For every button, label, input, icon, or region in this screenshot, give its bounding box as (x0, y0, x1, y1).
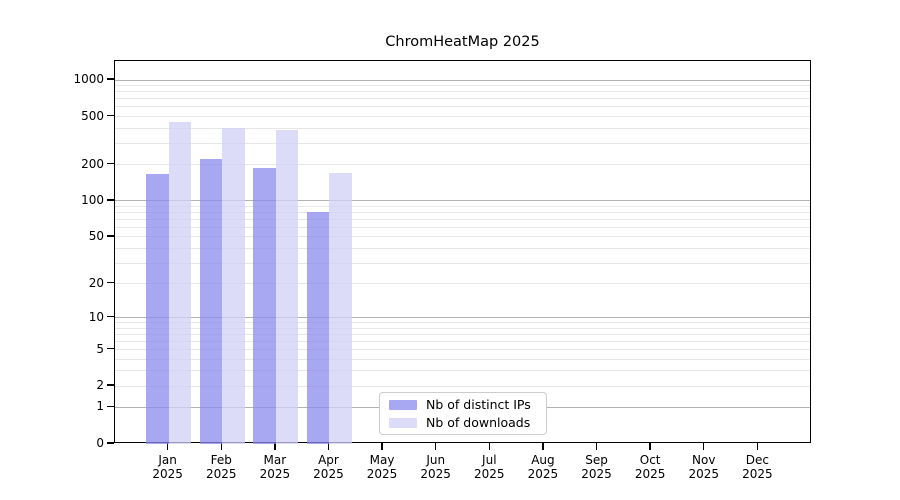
gridline-minor (115, 218, 810, 220)
bar-distinct-ips-feb (199, 159, 223, 444)
legend-item-distinct-ips: Nb of distinct IPs (389, 397, 537, 412)
gridline-minor (115, 142, 810, 144)
x-tick-mark (327, 443, 330, 450)
bar-distinct-ips-apr (306, 211, 330, 444)
legend-label-downloads: Nb of downloads (426, 415, 531, 430)
gridline-minor (115, 283, 810, 285)
x-tick-label: Apr 2025 (313, 453, 344, 481)
gridline-major (115, 200, 810, 202)
x-tick-label: Jul 2025 (474, 453, 505, 481)
gridline-minor (115, 127, 810, 129)
x-tick-mark (166, 443, 169, 450)
gridline-minor (115, 385, 810, 387)
y-tick-mark (107, 384, 114, 386)
chart-title: ChromHeatMap 2025 (385, 34, 540, 50)
gridline-major (115, 317, 810, 319)
gridline-minor (115, 236, 810, 238)
plot-area (114, 60, 811, 444)
x-tick-mark (434, 443, 437, 450)
bar-downloads-apr (329, 172, 352, 444)
gridline-minor (115, 333, 810, 335)
y-tick-mark (107, 78, 114, 80)
y-tick-mark (107, 162, 114, 165)
y-tick-label: 2 (96, 378, 104, 393)
gridline-minor (115, 91, 810, 93)
gridline-minor (115, 116, 810, 118)
gridline-minor (115, 370, 810, 372)
y-tick-mark (107, 199, 114, 201)
x-tick-mark (595, 443, 598, 450)
x-tick-label: Dec 2025 (742, 453, 773, 481)
y-tick-mark (107, 114, 114, 117)
gridline-minor (115, 262, 810, 264)
x-tick-label: May 2025 (366, 453, 398, 481)
bar-distinct-ips-jan (146, 173, 169, 444)
x-tick-label: Sep 2025 (581, 453, 612, 481)
x-tick-mark (381, 443, 383, 450)
y-tick-label: 50 (88, 228, 104, 243)
legend: Nb of distinct IPs Nb of downloads (379, 392, 547, 435)
y-tick-mark (107, 235, 114, 237)
y-tick-label: 10 (88, 309, 104, 324)
gridline-minor (115, 98, 810, 100)
y-tick-label: 5 (96, 341, 104, 356)
y-tick-mark (107, 442, 114, 444)
y-tick-label: 0 (96, 436, 104, 450)
y-tick-label: 1000 (73, 72, 104, 87)
y-tick-label: 20 (88, 275, 104, 290)
x-tick-mark (756, 443, 759, 450)
bars-layer (115, 61, 810, 444)
bar-downloads-feb (222, 128, 245, 444)
gridline-minor (115, 247, 810, 249)
y-tick-label: 200 (81, 156, 104, 171)
gridline-minor (115, 349, 810, 351)
x-tick-label: Jan 2025 (152, 453, 183, 481)
gridline-minor (115, 327, 810, 329)
gridline-minor (115, 106, 810, 108)
gridline-minor (115, 226, 810, 228)
bar-downloads-jan (168, 122, 192, 444)
gridline-major (115, 79, 810, 81)
legend-item-downloads: Nb of downloads (389, 415, 537, 430)
x-tick-label: Feb 2025 (205, 453, 237, 481)
x-tick-mark (703, 443, 705, 450)
y-tick-mark (107, 347, 114, 350)
y-tick-label: 1 (96, 399, 104, 414)
x-tick-mark (220, 443, 222, 450)
x-tick-label: Mar 2025 (259, 453, 291, 481)
x-tick-mark (274, 443, 276, 450)
x-tick-label: Nov 2025 (688, 453, 720, 481)
gridline-minor (115, 164, 810, 166)
x-tick-mark (488, 443, 490, 450)
legend-label-distinct-ips: Nb of distinct IPs (426, 397, 531, 412)
x-tick-mark (649, 443, 651, 450)
gridline-minor (115, 340, 810, 342)
gridline-minor (115, 322, 810, 324)
grid-layer (115, 61, 810, 442)
y-tick-mark (107, 315, 114, 318)
x-tick-label: Aug 2025 (527, 453, 559, 481)
legend-swatch-distinct-ips (389, 399, 417, 410)
y-tick-mark (107, 281, 114, 284)
y-tick-mark (107, 405, 114, 408)
x-tick-mark (542, 443, 544, 450)
y-tick-label: 500 (81, 108, 104, 123)
bar-distinct-ips-mar (253, 167, 276, 444)
gridline-minor (115, 85, 810, 87)
gridline-minor (115, 212, 810, 214)
gridline-minor (115, 205, 810, 207)
x-tick-label: Oct 2025 (634, 453, 666, 481)
x-tick-label: Jun 2025 (420, 453, 451, 481)
y-tick-label: 100 (81, 192, 104, 207)
gridline-minor (115, 358, 810, 360)
legend-swatch-downloads (389, 417, 417, 428)
bar-downloads-mar (275, 129, 299, 444)
